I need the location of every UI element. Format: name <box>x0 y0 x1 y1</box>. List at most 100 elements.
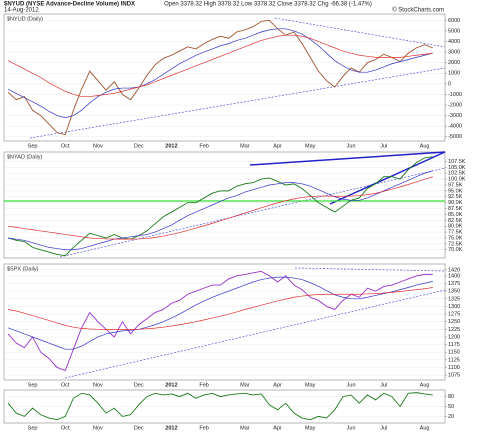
y-tick-label: -3000 <box>448 113 462 119</box>
x-tick-label: Mar <box>240 143 250 149</box>
series-line <box>7 276 433 350</box>
x-tick-label: Feb <box>199 143 208 149</box>
x-tick-label: Sep <box>28 425 38 431</box>
series-line <box>8 176 433 240</box>
x-tick-label: Jul <box>380 143 387 149</box>
y-tick-label: 1350 <box>448 289 460 295</box>
y-tick-label: 107.5K <box>448 159 466 165</box>
trend-line <box>29 67 446 139</box>
y-tick-label: 5000 <box>448 28 460 34</box>
y-tick-label: 1250 <box>448 319 460 325</box>
series-line <box>7 156 433 257</box>
y-tick-label: 1175 <box>448 342 460 348</box>
x-tick-label: 2012 <box>165 382 177 388</box>
y-tick-label: 85.0K <box>448 212 463 218</box>
x-tick-label: May <box>305 425 316 431</box>
x-tick-label: Feb <box>199 425 208 431</box>
y-tick-label: 1325 <box>448 296 460 302</box>
x-tick-label: Aug <box>420 425 430 431</box>
series-line <box>8 287 433 330</box>
x-tick-label: Mar <box>240 425 250 431</box>
y-tick-label: 92.5K <box>448 194 463 200</box>
panel-title: $NYUD (Daily) <box>7 16 43 22</box>
y-tick-label: 82.5K <box>448 218 463 224</box>
series-line <box>7 28 433 119</box>
y-tick-label: -2000 <box>448 102 462 108</box>
y-tick-label: 50 <box>448 404 454 410</box>
series-line <box>7 392 433 421</box>
x-tick-label: Apr <box>273 382 282 388</box>
y-tick-label: 77.5K <box>448 230 463 236</box>
y-tick-label: 1100 <box>448 365 460 371</box>
y-tick-label: 97.5K <box>448 182 463 188</box>
x-tick-label: Nov <box>93 425 103 431</box>
x-tick-label: May <box>305 382 316 388</box>
y-tick-label: 75.0K <box>448 235 463 241</box>
y-tick-label: 1225 <box>448 327 460 333</box>
trend-line <box>59 167 446 258</box>
series-line <box>8 170 433 251</box>
x-tick-label: 2012 <box>165 143 177 149</box>
x-tick-label: Oct <box>61 143 70 149</box>
y-tick-label: 80.0K <box>448 224 463 230</box>
x-tick-label: Jul <box>380 382 387 388</box>
y-tick-label: -5000 <box>448 134 462 140</box>
y-tick-label: 0 <box>448 81 451 87</box>
trend-line <box>274 17 446 48</box>
y-tick-label: 1400 <box>448 273 460 279</box>
panel-frame <box>3 151 446 259</box>
credit: © StockCharts.com <box>392 7 444 14</box>
x-tick-label: Apr <box>273 143 282 149</box>
x-tick-label: Sep <box>28 382 38 388</box>
y-tick-label: 80 <box>448 394 454 400</box>
y-tick-label: 102.5K <box>448 171 466 177</box>
x-tick-label: Dec <box>134 425 144 431</box>
panel-title: $SPX (Daily) <box>7 266 39 272</box>
x-tick-label: Feb <box>199 382 208 388</box>
x-tick-label: Oct <box>61 382 70 388</box>
y-tick-label: 6000 <box>448 18 460 24</box>
x-tick-label: Oct <box>61 425 70 431</box>
date: 14-Aug-2012 <box>4 8 39 14</box>
y-tick-label: 1125 <box>448 357 460 363</box>
y-tick-label: 70.0K <box>448 247 463 253</box>
y-tick-label: 1200 <box>448 334 460 340</box>
x-tick-label: Jul <box>380 425 387 431</box>
x-tick-label: Sep <box>28 143 38 149</box>
trend-line <box>294 267 446 272</box>
y-tick-label: 1375 <box>448 281 460 287</box>
y-tick-label: 90.0K <box>448 200 463 206</box>
y-tick-label: 1000 <box>448 71 460 77</box>
x-tick-label: 2012 <box>165 425 177 431</box>
quote: Open 3378.32 High 3378.32 Low 3378.32 Cl… <box>164 2 372 8</box>
y-tick-label: 1275 <box>448 312 460 318</box>
panel-frame <box>3 263 446 381</box>
x-tick-label: Jun <box>347 143 356 149</box>
y-tick-label: 20 <box>448 414 454 420</box>
y-tick-label: 3000 <box>448 50 460 56</box>
y-tick-label: 87.5K <box>448 206 463 212</box>
y-tick-label: -4000 <box>448 124 462 130</box>
x-tick-label: Nov <box>93 382 103 388</box>
y-tick-label: 72.5K <box>448 241 463 247</box>
y-tick-label: 95.0K <box>448 188 463 194</box>
panel-title: $NYAD (Daily) <box>7 154 43 160</box>
x-tick-label: Dec <box>134 143 144 149</box>
symbol: $NYUD (NYSE Advance-Decline Volume) INDX <box>4 2 135 8</box>
y-tick-label: 1075 <box>448 373 460 379</box>
x-tick-label: Aug <box>420 143 430 149</box>
x-tick-label: Jun <box>347 382 356 388</box>
x-tick-label: Dec <box>134 382 144 388</box>
x-tick-label: May <box>305 143 316 149</box>
x-tick-label: Apr <box>273 425 282 431</box>
series-line <box>7 34 433 97</box>
trend-lines <box>4 17 446 379</box>
y-tick-label: 1300 <box>448 304 460 310</box>
x-tick-label: Jun <box>347 425 356 431</box>
y-tick-label: -1000 <box>448 92 462 98</box>
y-tick-label: 105.0K <box>448 165 466 171</box>
y-tick-label: 2000 <box>448 60 460 66</box>
y-tick-label: 100.0K <box>448 177 466 183</box>
